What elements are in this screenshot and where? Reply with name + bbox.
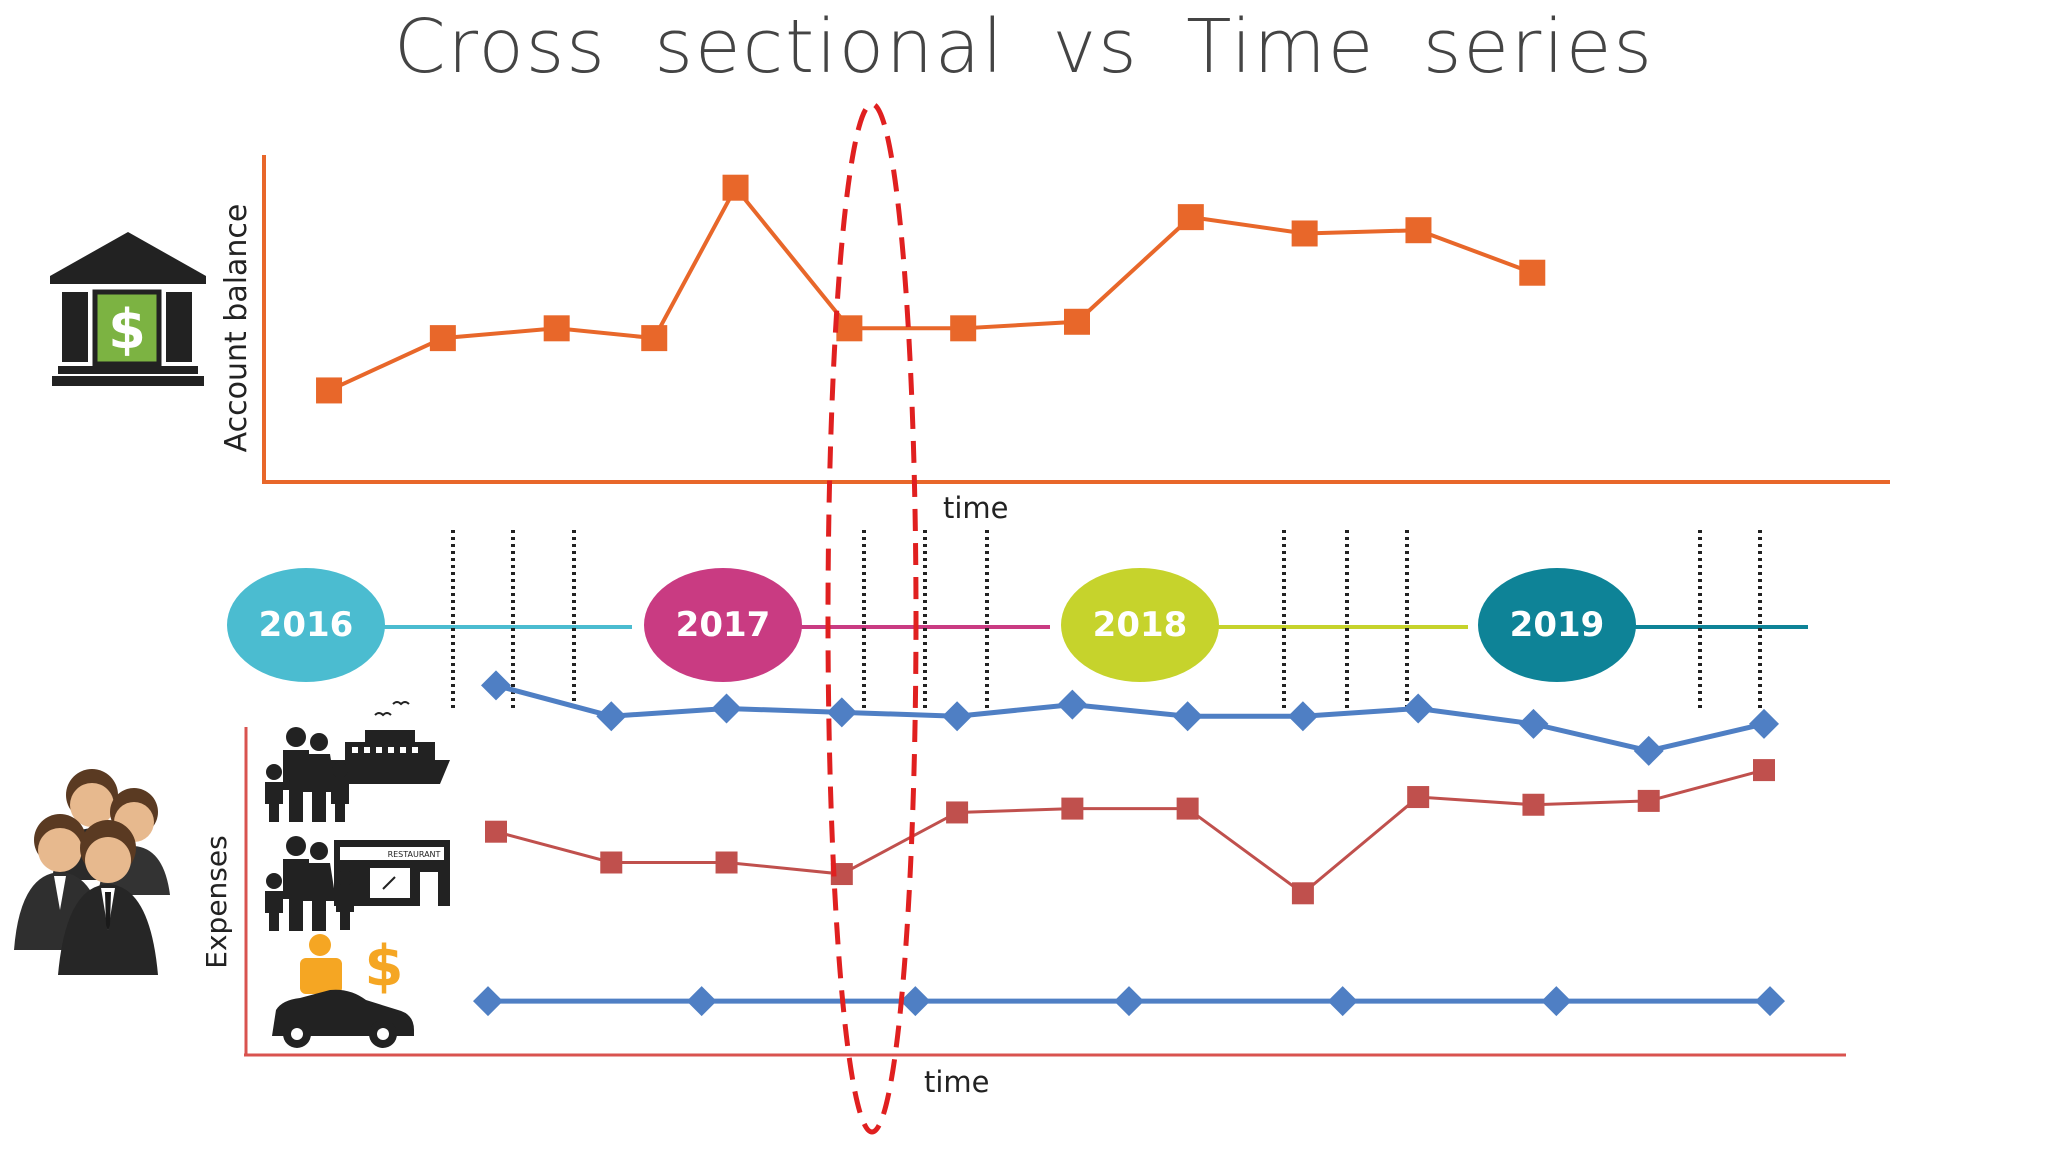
balance-point (641, 325, 668, 352)
car-expense-point (1327, 986, 1358, 1017)
balance-point (836, 315, 863, 342)
year-label-2018: 2018 (1093, 605, 1188, 645)
restaurant-expense-point (1061, 797, 1084, 820)
travel-expense-point (596, 701, 627, 732)
balance-line (328, 184, 1533, 393)
person-car-dollar-icon: $ (272, 934, 414, 1048)
balance-point (1405, 217, 1432, 244)
family-restaurant-icon: RESTAURANT (265, 836, 450, 931)
expenses-chart: Expenses time (200, 670, 1846, 1099)
travel-expense-point (1403, 693, 1434, 724)
car-expense-point (686, 986, 717, 1017)
travel-expense-point (1287, 701, 1318, 732)
travel-expense-point (1749, 708, 1779, 739)
balance-point (722, 174, 749, 201)
restaurant-expense-point (600, 851, 623, 874)
balance-point (1064, 308, 1090, 335)
year-bubble-2016 (227, 568, 385, 682)
year-bubble-2019 (1478, 568, 1636, 682)
year-label-2019: 2019 (1510, 605, 1605, 645)
bottom-y-axis-label: Expenses (200, 835, 233, 968)
restaurant-expense-line (495, 768, 1765, 896)
balance-point (1291, 220, 1318, 247)
top-x-axis-label: time (943, 491, 1009, 525)
business-people-group-icon (14, 769, 170, 975)
year-bubble-2018 (1061, 568, 1219, 682)
car-expense-point (473, 986, 503, 1017)
restaurant-expense-point (1637, 789, 1660, 812)
balance-point (950, 315, 977, 342)
restaurant-expense-point (830, 863, 853, 886)
travel-expense-point (942, 701, 973, 732)
bottom-x-axis-label: time (924, 1065, 990, 1099)
cross-section-highlight (825, 101, 919, 1135)
restaurant-expense-point (1753, 759, 1775, 782)
travel-expense-point (711, 693, 742, 724)
car-expense-point (900, 986, 931, 1017)
year-label-2016: 2016 (259, 605, 354, 645)
car-expense-point (1755, 986, 1785, 1017)
restaurant-expense-point (485, 820, 507, 843)
restaurant-expense-point (1522, 793, 1545, 816)
page-title: Cross sectional vs Time series (394, 4, 1654, 90)
restaurant-expense-point (1176, 797, 1199, 820)
top-y-axis-label: Account balance (219, 204, 254, 453)
balance-point (543, 315, 570, 342)
car-expense-point (1114, 986, 1144, 1017)
travel-expense-point (481, 670, 511, 701)
balance-point (429, 325, 456, 352)
balance-point (316, 377, 343, 404)
travel-expense-point (1172, 701, 1203, 732)
year-bubble-2017 (644, 568, 802, 682)
restaurant-sign: RESTAURANT (388, 850, 441, 859)
travel-expense-point (826, 697, 857, 728)
restaurant-expense-point (715, 851, 738, 874)
year-timeline: 2016 2017 2018 2019 (227, 530, 1808, 708)
travel-expense-line (495, 682, 1765, 754)
travel-expense-point (1518, 708, 1549, 739)
restaurant-expense-point (1407, 786, 1430, 809)
family-cruise-ship-icon (265, 701, 450, 822)
travel-expense-point (1633, 735, 1664, 766)
account-balance-chart: Account balance time (219, 155, 1890, 525)
svg-text:$: $ (365, 934, 404, 999)
travel-expense-point (1057, 689, 1088, 720)
svg-text:$: $ (108, 298, 146, 361)
restaurant-expense-point (1291, 882, 1314, 905)
balance-point (1519, 259, 1546, 286)
year-label-2017: 2017 (676, 605, 771, 645)
bank-building-dollar-icon: $ (50, 232, 206, 386)
restaurant-expense-point (946, 801, 969, 824)
car-expense-point (1541, 986, 1572, 1017)
balance-point (1177, 204, 1204, 231)
